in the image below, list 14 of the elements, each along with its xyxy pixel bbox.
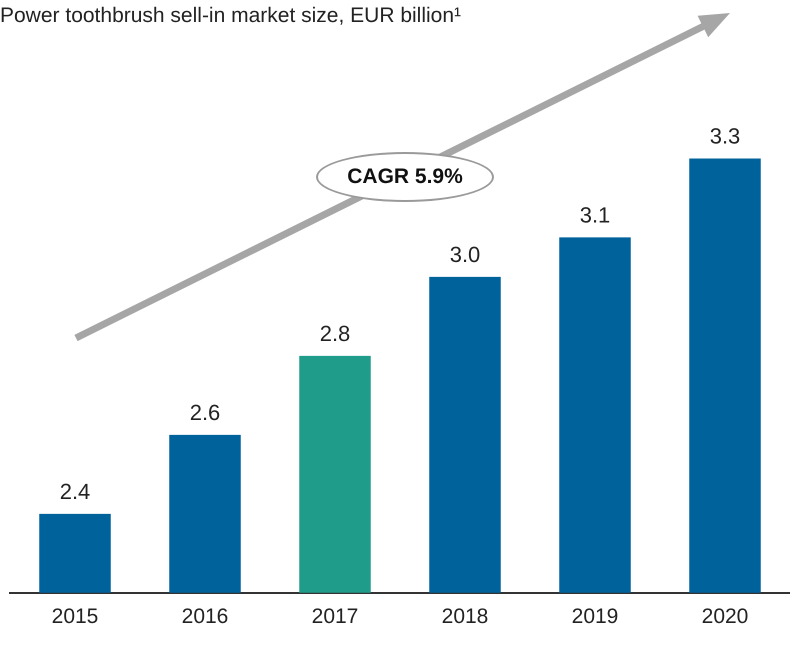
chart-title: Power toothbrush sell-in market size, EUR billion¹	[0, 4, 462, 28]
data-label: 2.8	[320, 320, 350, 346]
data-label: 3.3	[710, 124, 740, 149]
data-label: 2.6	[190, 400, 220, 425]
x-tick-label: 2017	[312, 605, 358, 628]
data-label: 3.0	[450, 242, 480, 267]
x-tick-label: 2016	[182, 605, 228, 628]
data-label: 3.1	[580, 202, 610, 228]
x-tick-label: 2019	[572, 605, 618, 628]
annotation: CAGR 5.9%	[316, 152, 494, 202]
x-tick-label: 2018	[442, 605, 488, 628]
x-tick-label: 2020	[702, 605, 748, 628]
x-tick-label: 2015	[52, 605, 98, 628]
data-label: 2.4	[60, 478, 90, 504]
